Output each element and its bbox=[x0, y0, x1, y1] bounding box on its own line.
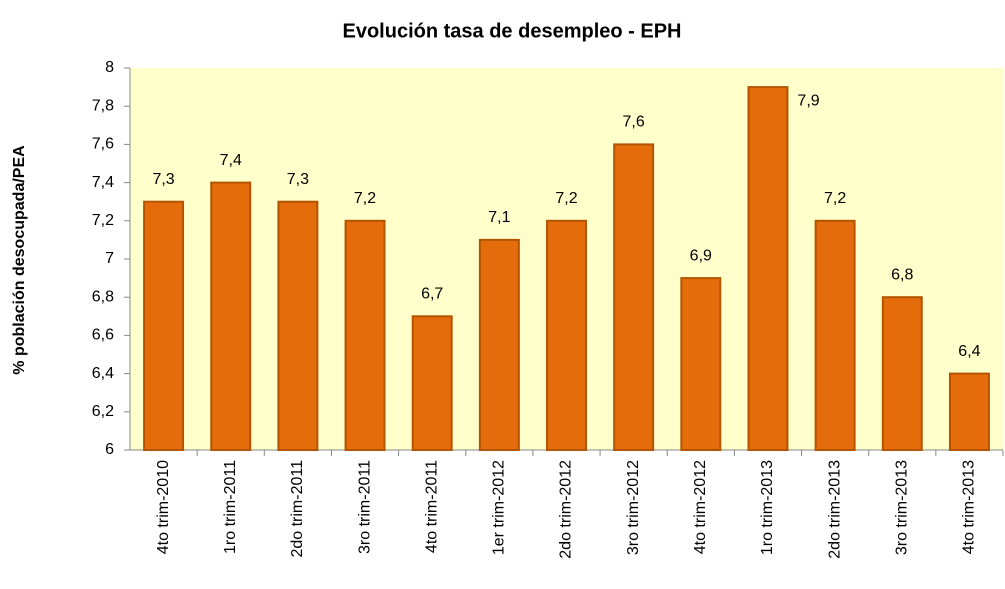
data-label: 7,9 bbox=[797, 92, 819, 109]
y-axis-title: % población desocupada/PEA bbox=[11, 145, 28, 375]
data-label: 6,8 bbox=[891, 266, 913, 283]
data-label: 7,2 bbox=[555, 190, 577, 207]
x-tick-label: 4to trim-2010 bbox=[155, 460, 172, 554]
bar bbox=[546, 219, 587, 451]
x-tick-label: 4to trim-2013 bbox=[961, 460, 978, 554]
x-tick-label: 2do trim-2011 bbox=[289, 460, 306, 558]
y-tick-label: 6,4 bbox=[92, 365, 114, 382]
x-tick-label: 3ro trim-2011 bbox=[356, 460, 373, 554]
bar bbox=[814, 219, 856, 451]
data-label: 7,3 bbox=[152, 171, 174, 188]
data-label: 7,4 bbox=[220, 152, 242, 169]
bar bbox=[680, 277, 722, 451]
x-tick-label: 1ro trim-2013 bbox=[759, 460, 776, 555]
x-tick-label: 4to trim-2011 bbox=[423, 460, 440, 553]
y-tick-label: 7,6 bbox=[92, 136, 114, 153]
bar bbox=[277, 200, 319, 451]
bar bbox=[143, 200, 185, 451]
x-tick-label: 1er trim-2012 bbox=[491, 460, 508, 555]
bar bbox=[747, 86, 789, 451]
x-tick-label: 3ro trim-2012 bbox=[625, 460, 642, 555]
bar bbox=[411, 315, 453, 451]
data-label: 6,4 bbox=[958, 343, 980, 360]
y-tick-label: 7 bbox=[105, 250, 114, 267]
data-label: 7,2 bbox=[824, 190, 846, 207]
x-tick-label: 3ro trim-2013 bbox=[893, 460, 910, 555]
data-label: 7,2 bbox=[354, 190, 376, 207]
y-tick-label: 7,8 bbox=[92, 97, 114, 114]
data-label: 7,1 bbox=[488, 209, 510, 226]
bar bbox=[478, 238, 520, 451]
y-tick-label: 6,8 bbox=[92, 288, 114, 305]
y-tick-label: 7,2 bbox=[92, 212, 114, 229]
data-label: 7,3 bbox=[287, 171, 309, 188]
bar bbox=[881, 296, 923, 452]
data-label: 6,7 bbox=[421, 286, 443, 303]
x-tick-label: 1ro trim-2011 bbox=[222, 460, 239, 554]
y-tick-label: 6,2 bbox=[92, 403, 114, 420]
x-tick-label: 2do trim-2013 bbox=[826, 460, 843, 559]
y-tick-label: 6,6 bbox=[92, 327, 114, 344]
chart-title: Evolución tasa de desempleo - EPH bbox=[343, 20, 682, 42]
y-tick-label: 7,4 bbox=[92, 174, 114, 191]
data-label: 6,9 bbox=[690, 247, 712, 264]
y-tick-label: 6 bbox=[105, 441, 114, 458]
data-label: 7,6 bbox=[623, 114, 645, 131]
y-tick-label: 8 bbox=[105, 59, 114, 76]
x-tick-label: 2do trim-2012 bbox=[558, 460, 575, 559]
bar bbox=[948, 372, 990, 452]
bar bbox=[613, 143, 655, 451]
x-tick-label: 4to trim-2012 bbox=[692, 460, 709, 554]
bar bbox=[344, 219, 386, 451]
bar bbox=[210, 181, 252, 451]
